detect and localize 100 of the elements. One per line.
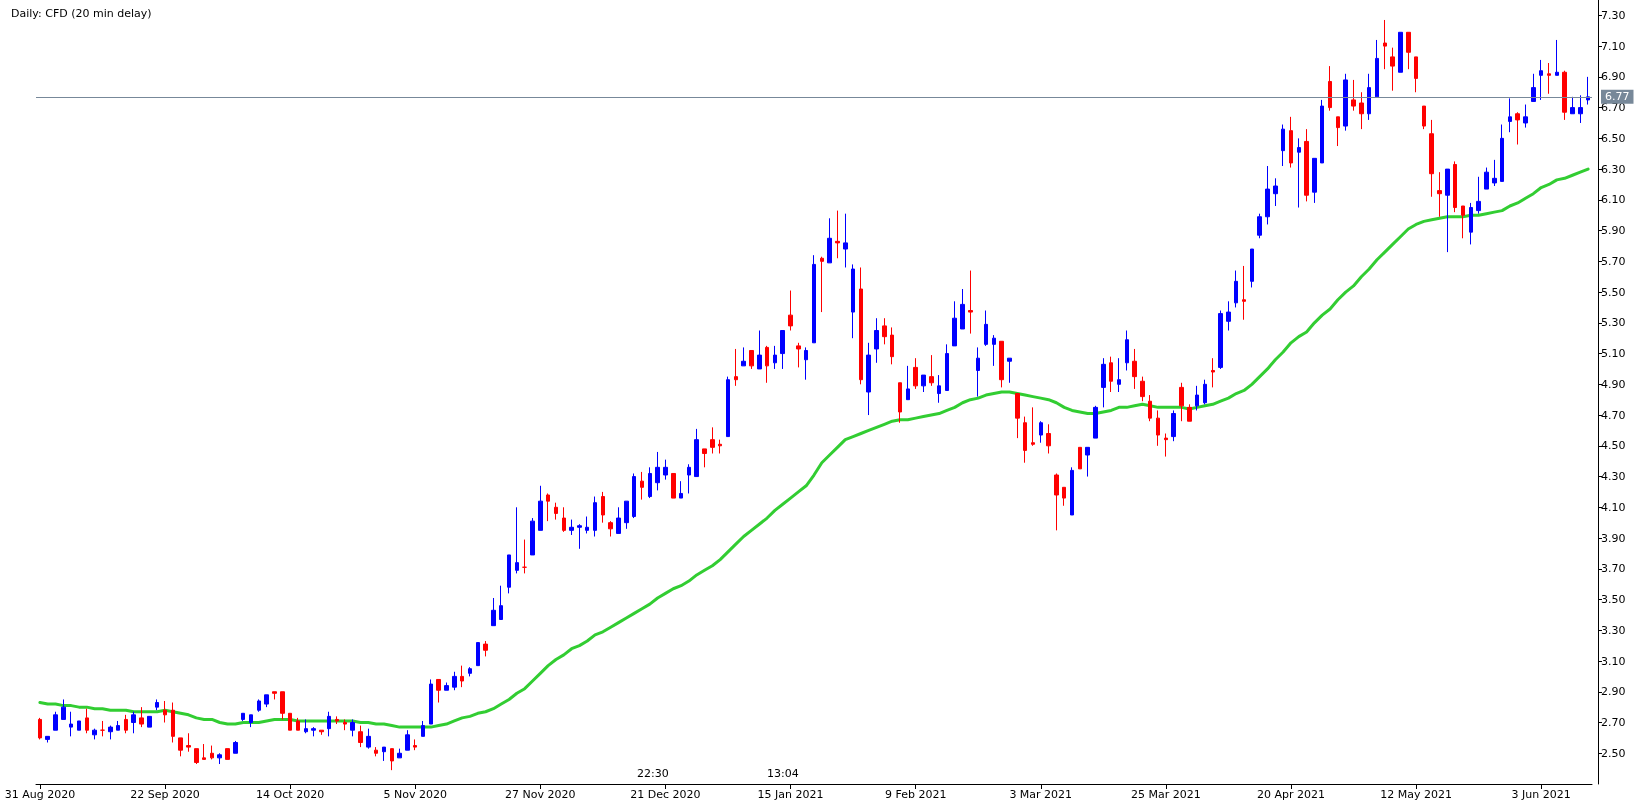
x-tick-label: 31 Aug 2020 (4, 788, 76, 801)
candlestick (45, 735, 50, 743)
candlestick (749, 349, 754, 370)
candlestick (194, 748, 199, 765)
candlestick (202, 743, 206, 760)
candlestick (890, 326, 894, 365)
candlestick (530, 517, 535, 556)
y-tick-label: 4.10 (1601, 500, 1626, 514)
candlestick (1359, 91, 1364, 130)
candlestick (217, 752, 222, 765)
y-tick-label: 5.50 (1601, 285, 1626, 299)
candlestick (1304, 128, 1309, 202)
candlestick (515, 506, 519, 574)
candlestick (593, 496, 597, 537)
candlestick (1297, 137, 1301, 209)
candlestick (1257, 213, 1262, 239)
candlestick (835, 210, 840, 259)
candlestick (1195, 385, 1199, 411)
candlestick (264, 694, 269, 708)
candlestick (421, 720, 425, 737)
candlestick (1203, 379, 1207, 405)
candlestick (233, 740, 238, 754)
candlestick (1250, 248, 1254, 288)
annotation: 13:04 (767, 767, 799, 780)
candlestick (1336, 116, 1340, 147)
candlestick (663, 459, 668, 481)
candlestick (163, 700, 167, 724)
y-tick-label: 5.30 (1601, 316, 1626, 330)
x-tick-label: 20 Apr 2021 (1256, 788, 1325, 801)
candlestick (952, 300, 957, 347)
y-tick-label: 3.30 (1601, 623, 1626, 637)
candlestick (913, 357, 918, 390)
candlestick (1164, 433, 1168, 458)
candlestick (710, 426, 715, 454)
candlestick (155, 698, 159, 711)
candlestick (804, 346, 808, 381)
candlestick (1054, 472, 1059, 531)
candlestick (1078, 446, 1082, 470)
y-tick-label: 4.70 (1601, 408, 1626, 422)
candlestick (1375, 39, 1379, 98)
candlestick (671, 472, 676, 499)
candlestick (1547, 62, 1551, 95)
candlestick (304, 718, 308, 734)
candlestick (53, 711, 58, 731)
candlestick (1367, 73, 1371, 121)
candlestick (608, 520, 613, 537)
candlestick (968, 270, 973, 335)
candlestick (1500, 124, 1504, 182)
y-tick-label: 4.50 (1601, 439, 1626, 453)
candlestick (225, 748, 230, 760)
candlestick (976, 346, 980, 398)
candlestick (69, 711, 73, 737)
candlestick (1015, 393, 1020, 439)
candlestick (1453, 160, 1457, 213)
candlestick (1562, 70, 1567, 121)
candlestick (882, 317, 887, 345)
candlestick (859, 266, 863, 385)
candlestick (1171, 409, 1176, 442)
candlestick (1320, 99, 1324, 164)
candlestick (1492, 159, 1497, 187)
candlestick (452, 671, 457, 691)
candlestick (1156, 409, 1160, 447)
candlestick (866, 342, 871, 416)
text: Daily: CFD (20 min delay) (11, 7, 152, 20)
candlestick (921, 374, 926, 393)
candlestick (147, 715, 152, 728)
candlestick (1406, 31, 1411, 70)
candlestick (1148, 394, 1152, 422)
annotation: 22:30 (637, 767, 669, 780)
candlestick (984, 310, 988, 347)
candlestick (1445, 168, 1450, 253)
candlestick (648, 466, 652, 499)
candlestick (272, 691, 277, 700)
candlestick (562, 506, 566, 533)
y-tick-label: 3.50 (1601, 593, 1626, 607)
candlestick (1281, 124, 1285, 167)
candlestick (327, 711, 331, 737)
candlestick (827, 217, 832, 264)
candlestick (1429, 119, 1434, 198)
candlestick (820, 256, 824, 313)
candlestick (1039, 420, 1043, 444)
candlestick (788, 290, 793, 332)
candlestick (257, 698, 261, 713)
y-tick-label: 5.90 (1601, 224, 1626, 238)
candlestick (898, 382, 902, 424)
candlestick (1070, 466, 1074, 516)
candlestick (100, 720, 105, 737)
candlestick (77, 720, 81, 731)
x-tick-label: 25 Mar 2021 (1130, 788, 1201, 801)
candlestick (116, 720, 120, 731)
candlestick (1085, 446, 1090, 478)
candlestick (1289, 116, 1293, 169)
y-tick-label: 6.30 (1601, 162, 1626, 176)
candlestick (436, 678, 441, 704)
candlestick (124, 714, 128, 734)
candlestick (1101, 357, 1106, 408)
candlestick (655, 451, 660, 491)
candlestick (1383, 19, 1387, 70)
candlestick (499, 585, 503, 621)
candlestick (1265, 165, 1270, 225)
